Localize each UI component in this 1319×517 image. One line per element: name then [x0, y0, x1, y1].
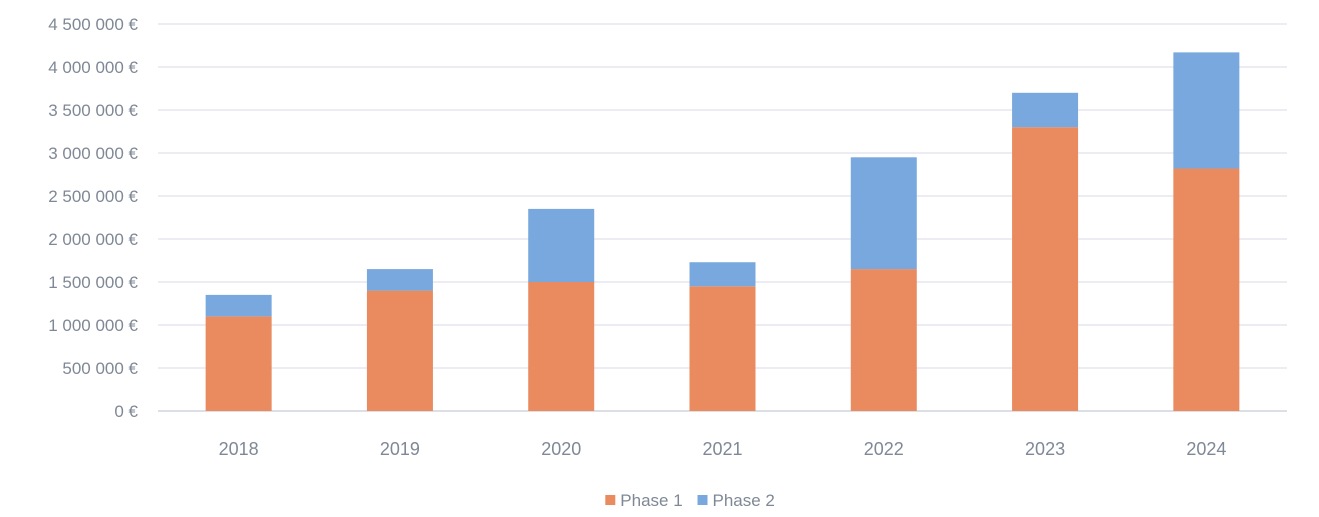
y-tick-label: 500 000 €: [62, 359, 138, 378]
legend-label: Phase 1: [620, 491, 682, 510]
y-tick-label: 0 €: [114, 402, 138, 421]
bar-phase-2-2020: [528, 208, 595, 282]
bar-phase-2-2023: [1012, 92, 1079, 128]
y-tick-label: 2 000 000 €: [48, 230, 138, 249]
x-axis-tick-labels: 2018 2019 2020 2021 2022 2023 2024: [219, 439, 1227, 459]
bar-phase-2-2019: [366, 269, 433, 291]
bar-phase-2-2024: [1173, 52, 1240, 169]
legend: Phase 1 Phase 2: [605, 491, 775, 510]
y-tick-label: 2 500 000 €: [48, 187, 138, 206]
bar-phase-1-2022: [850, 269, 917, 411]
y-axis-tick-labels: 0 € 500 000 € 1 000 000 € 1 500 000 € 2 000 …: [48, 15, 138, 421]
grid-layer: [158, 23, 1287, 412]
x-tick-label: 2020: [541, 439, 581, 459]
bar-phase-1-2024: [1173, 168, 1240, 411]
x-tick-label: 2024: [1186, 439, 1226, 459]
y-tick-label: 4 500 000 €: [48, 15, 138, 34]
bar-phase-1-2023: [1012, 127, 1079, 411]
bar-phase-1-2021: [689, 286, 756, 411]
x-tick-label: 2018: [219, 439, 259, 459]
y-tick-label: 3 500 000 €: [48, 101, 138, 120]
y-tick-label: 3 000 000 €: [48, 144, 138, 163]
bar-phase-1-2019: [366, 290, 433, 411]
legend-label: Phase 2: [713, 491, 775, 510]
bar-phase-2-2022: [850, 157, 917, 270]
y-tick-label: 1 500 000 €: [48, 273, 138, 292]
x-tick-label: 2023: [1025, 439, 1065, 459]
x-tick-label: 2019: [380, 439, 420, 459]
bar-phase-2-2018: [205, 294, 272, 317]
x-tick-label: 2021: [702, 439, 742, 459]
x-tick-label: 2022: [864, 439, 904, 459]
legend-swatch: [697, 495, 708, 505]
y-tick-label: 4 000 000 €: [48, 58, 138, 77]
bar-phase-1-2020: [528, 282, 595, 411]
y-tick-label: 1 000 000 €: [48, 316, 138, 335]
bar-layer: [205, 52, 1240, 411]
legend-swatch: [605, 495, 616, 505]
bar-phase-2-2021: [689, 262, 756, 287]
bar-phase-1-2018: [205, 316, 272, 411]
